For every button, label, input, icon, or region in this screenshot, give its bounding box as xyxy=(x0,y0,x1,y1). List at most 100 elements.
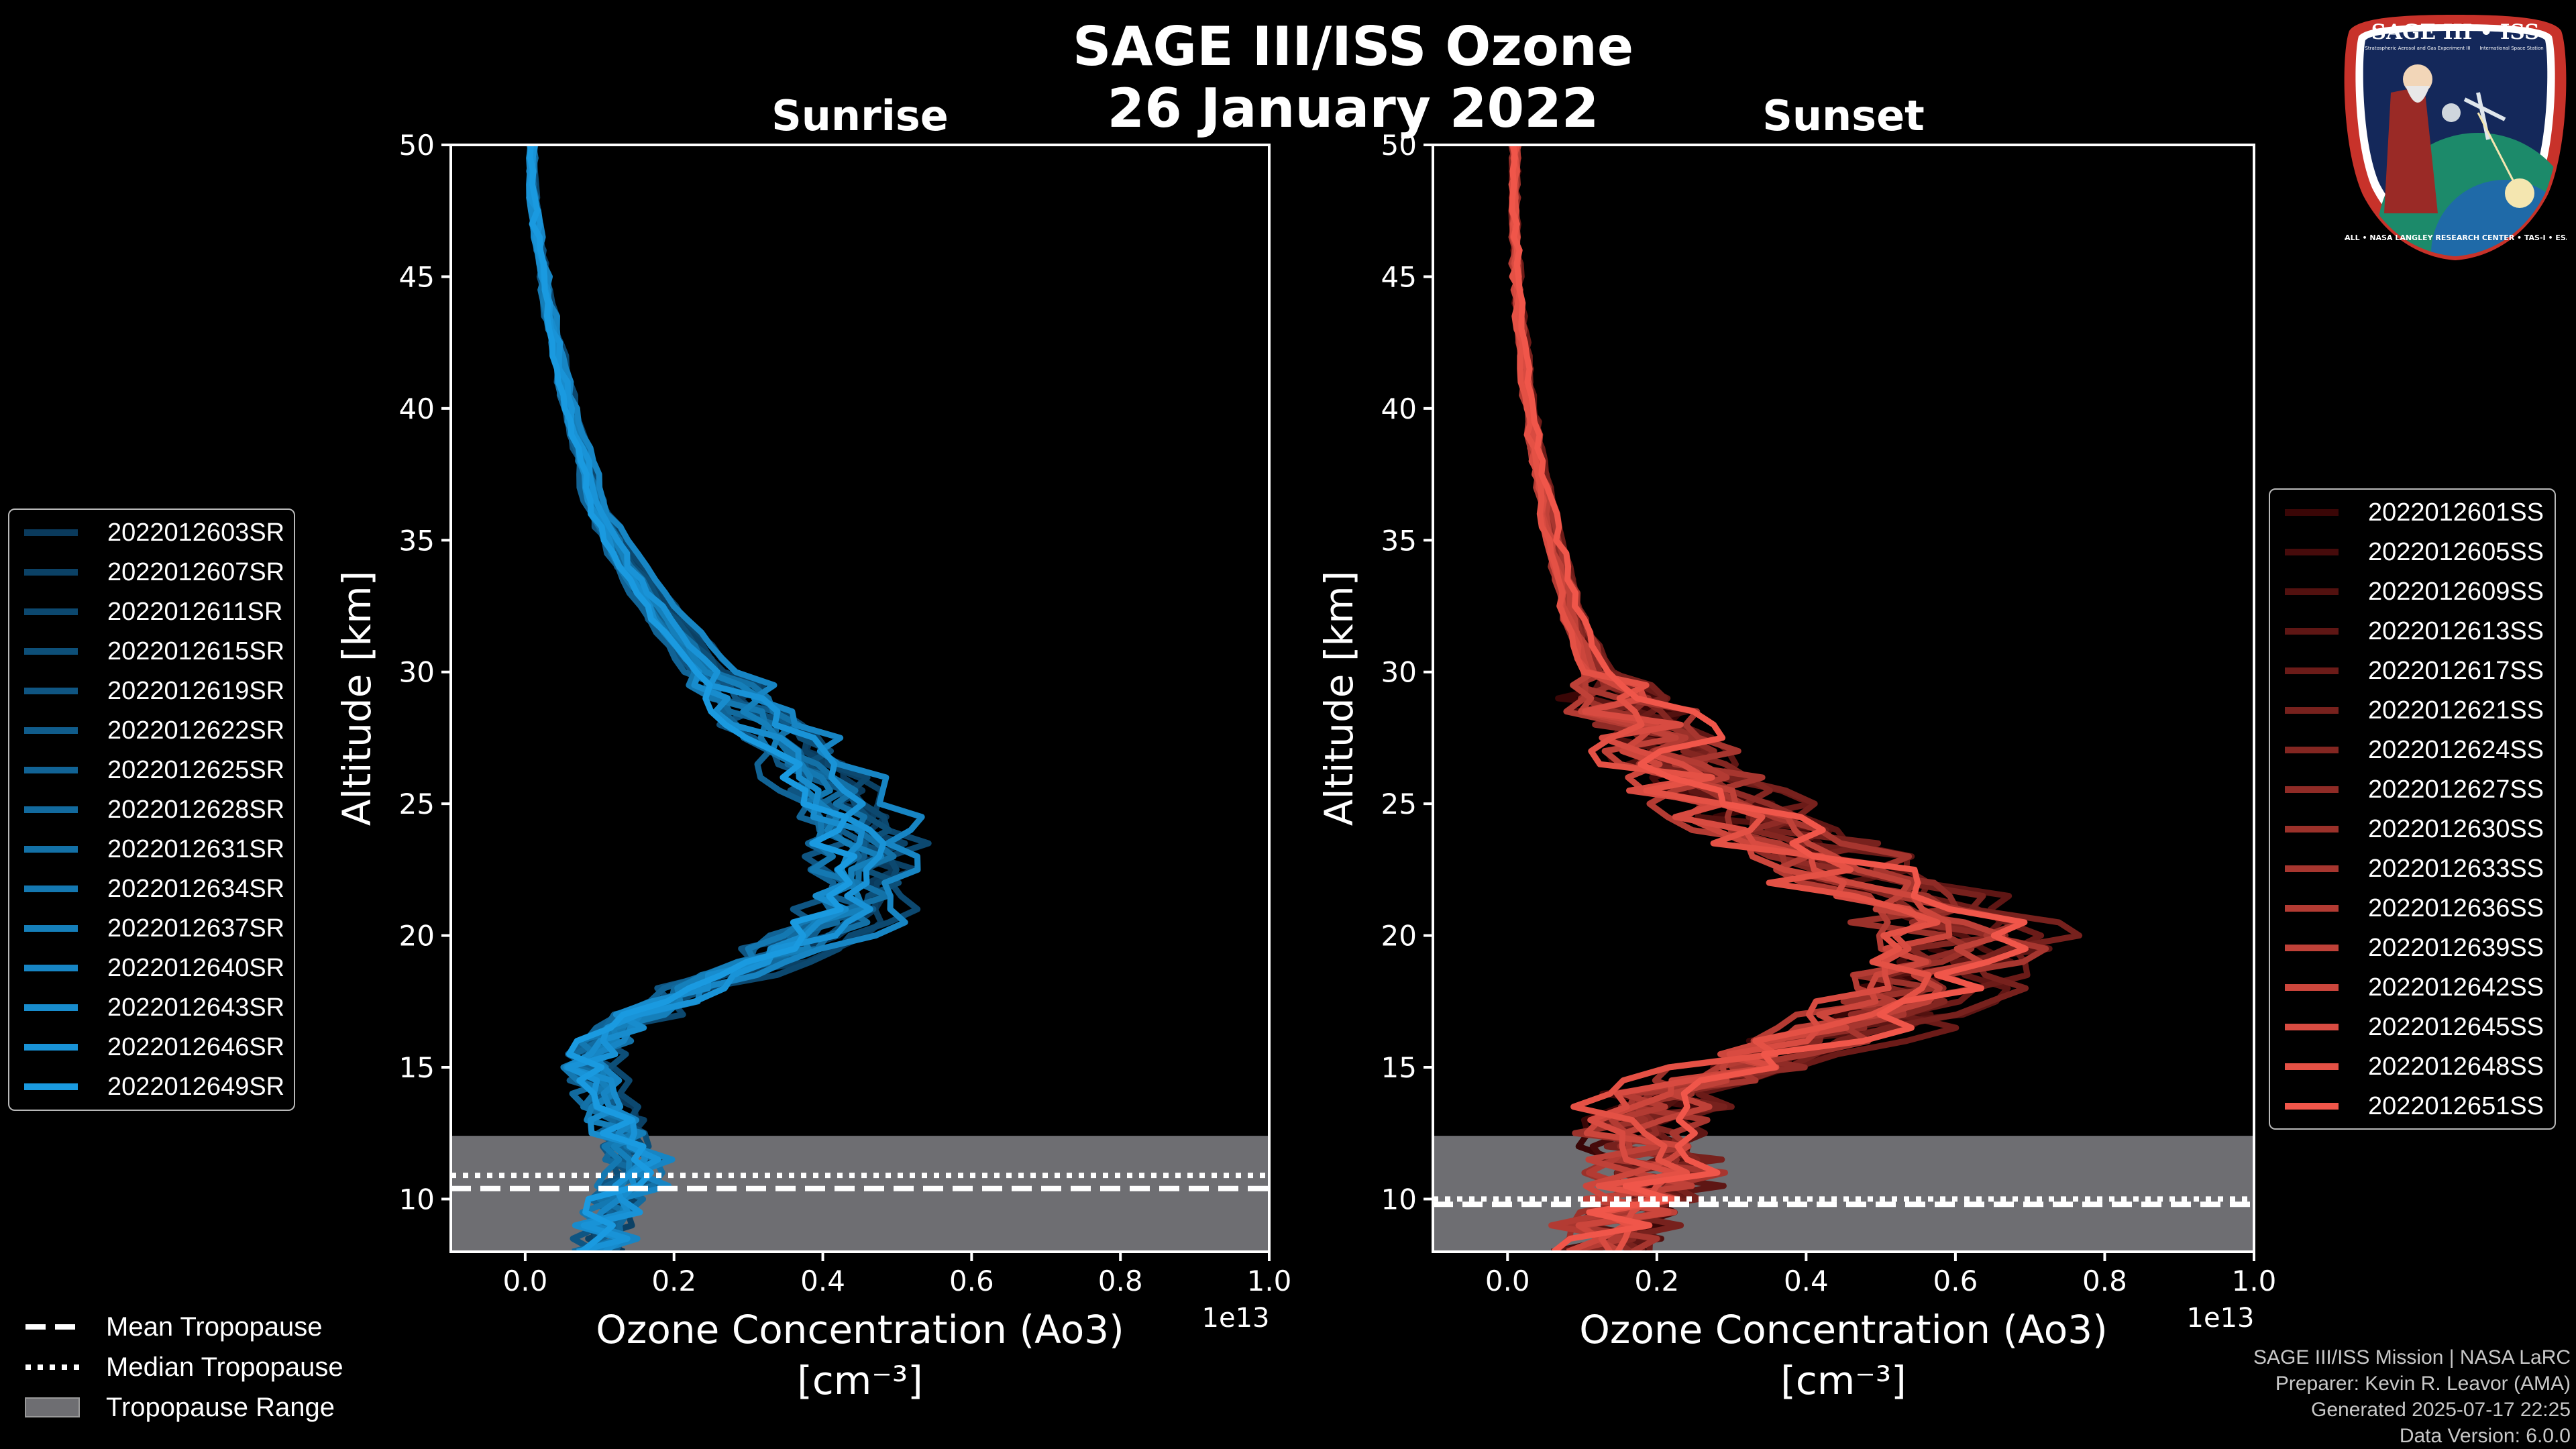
median-tropopause-label: Median Tropopause xyxy=(106,1352,343,1382)
logo-title-text: SAGE III • ISS xyxy=(2371,20,2540,44)
sunrise-legend-label: 2022012628SR xyxy=(107,795,285,824)
mean-tropopause-label: Mean Tropopause xyxy=(106,1311,323,1342)
sunrise-legend-label: 2022012607SR xyxy=(107,557,285,586)
sunset-legend-entry: 2022012627SS xyxy=(2285,771,2544,808)
sunrise-legend-label: 2022012631SR xyxy=(107,835,285,863)
sunset-legend-entry: 2022012605SS xyxy=(2285,533,2544,571)
sunrise-x-offset-label: 1e13 xyxy=(1202,1303,1270,1334)
sunrise-legend-label: 2022012615SR xyxy=(107,637,285,665)
sunset-legend-label: 2022012609SS xyxy=(2368,577,2544,606)
sunrise-plot-frame xyxy=(449,144,1271,1253)
figure-title-line2: 26 January 2022 xyxy=(1107,77,1599,140)
sunrise-legend-swatch xyxy=(24,1044,78,1051)
sunset-legend-label: 2022012624SS xyxy=(2368,735,2544,764)
sunset-legend-label: 2022012633SS xyxy=(2368,854,2544,883)
sunrise-legend-swatch xyxy=(24,727,78,734)
sunrise-legend-label: 2022012649SR xyxy=(107,1072,285,1101)
sunrise-legend-label: 2022012643SR xyxy=(107,993,285,1022)
sunrise-legend-entry: 2022012625SR xyxy=(24,751,284,789)
sunset-legend-swatch xyxy=(2285,786,2339,793)
sunrise-profile-lines xyxy=(526,145,932,1252)
sunset-legend-label: 2022012621SS xyxy=(2368,696,2544,724)
sunrise-legend-swatch xyxy=(24,806,78,813)
sunrise-legend-entry: 2022012607SR xyxy=(24,553,284,591)
sunrise-legend-label: 2022012619SR xyxy=(107,676,285,705)
sunset-legend-label: 2022012630SS xyxy=(2368,814,2544,843)
sunset-y-axis-label: Altitude [km] xyxy=(1316,571,1362,826)
sunset-legend-entry: 2022012624SS xyxy=(2285,731,2544,769)
sunrise-legend-label: 2022012646SR xyxy=(107,1032,285,1061)
sunset-y-tick-label: 30 xyxy=(1381,656,1417,689)
sunrise-y-tick-label: 25 xyxy=(399,788,435,820)
sunset-legend-swatch xyxy=(2285,826,2339,833)
sunset-legend-label: 2022012639SS xyxy=(2368,933,2544,962)
sunset-legend-swatch xyxy=(2285,628,2339,635)
sunrise-panel-title: Sunrise xyxy=(771,91,949,140)
sunset-legend-swatch xyxy=(2285,549,2339,555)
footer-version: Data Version: 6.0.0 xyxy=(2399,1425,2571,1447)
sunset-x-tick-label: 0.6 xyxy=(1933,1265,1978,1297)
sunset-legend-entry: 2022012617SS xyxy=(2285,652,2544,690)
sunset-legend-swatch xyxy=(2285,588,2339,595)
sunset-legend-entry: 2022012613SS xyxy=(2285,612,2544,650)
sunset-legend-entry: 2022012621SS xyxy=(2285,692,2544,729)
sunrise-legend-entry: 2022012619SR xyxy=(24,672,284,710)
sunset-legend-label: 2022012651SS xyxy=(2368,1091,2544,1120)
sunset-profile-2022012639SS xyxy=(1510,145,2006,1252)
sunrise-legend-entry: 2022012637SR xyxy=(24,910,284,947)
sunset-legend-entry: 2022012648SS xyxy=(2285,1048,2544,1085)
sunset-y-tick-label: 25 xyxy=(1381,788,1417,820)
sunset-legend-swatch xyxy=(2285,667,2339,674)
footer-credits: SAGE III/ISS Mission | NASA LaRC Prepare… xyxy=(2253,1344,2571,1449)
median-tropopause-swatch xyxy=(25,1364,79,1370)
sunset-legend-entry: 2022012630SS xyxy=(2285,810,2544,848)
sunrise-profile-2022012625SR xyxy=(526,145,843,1252)
sunrise-legend-swatch xyxy=(24,648,78,655)
sunset-x-offset-label: 1e13 xyxy=(2187,1303,2255,1334)
sunrise-legend-entry: 2022012628SR xyxy=(24,791,284,828)
tropopause-legend-range: Tropopause Range xyxy=(24,1387,335,1428)
sunset-x-tick-label: 0.2 xyxy=(1634,1265,1679,1297)
sunrise-legend-label: 2022012634SR xyxy=(107,874,285,903)
sunrise-legend-swatch xyxy=(24,965,78,971)
sunrise-legend-entry: 2022012631SR xyxy=(24,830,284,868)
sunrise-legend-label: 2022012637SR xyxy=(107,914,285,943)
sunset-legend-entry: 2022012642SS xyxy=(2285,969,2544,1006)
sunrise-legend-label: 2022012625SR xyxy=(107,755,285,784)
sunset-legend-swatch xyxy=(2285,945,2339,951)
sunset-legend-label: 2022012642SS xyxy=(2368,973,2544,1002)
sunset-legend-swatch xyxy=(2285,1024,2339,1030)
sunrise-legend-entry: 2022012622SR xyxy=(24,712,284,749)
sunset-legend: 2022012601SS 2022012605SS 2022012609SS 2022… xyxy=(2269,488,2556,1130)
logo-ring-text: BALL • NASA LANGLEY RESEARCH CENTER • TA… xyxy=(2344,233,2567,242)
sunset-x-tick-label: 0.8 xyxy=(2082,1265,2127,1297)
sunset-legend-swatch xyxy=(2285,905,2339,912)
sunrise-legend-swatch xyxy=(24,688,78,694)
sunrise-y-tick-label: 35 xyxy=(399,524,435,557)
sunrise-y-axis-label: Altitude [km] xyxy=(334,571,380,826)
sunrise-legend-label: 2022012640SR xyxy=(107,953,285,982)
tropopause-range-swatch xyxy=(25,1397,80,1417)
sunrise-legend-swatch xyxy=(24,846,78,853)
sunrise-profile-2022012649SR xyxy=(527,145,858,1252)
figure-title-line1: SAGE III/ISS Ozone xyxy=(1072,15,1634,78)
sunset-profile-2022012651SS xyxy=(1509,145,2029,1252)
sunrise-legend-entry: 2022012603SR xyxy=(24,514,284,551)
sunset-legend-entry: 2022012639SS xyxy=(2285,929,2544,967)
sunset-legend-swatch xyxy=(2285,509,2339,516)
sunrise-x-axis-unit: [cm⁻³] xyxy=(797,1358,923,1403)
sunset-legend-swatch xyxy=(2285,1103,2339,1110)
sunrise-tropopause-range xyxy=(451,1136,1269,1252)
sunrise-legend-swatch xyxy=(24,925,78,932)
sunrise-legend-swatch xyxy=(24,885,78,892)
sunset-chart: 0.0 0.2 0.4 0.6 0.8 1.0 10 15 20 25 30 35 40 45 50 1e13… xyxy=(1316,91,2276,1403)
tropopause-range-label: Tropopause Range xyxy=(106,1392,335,1422)
sunrise-x-tick-label: 0.2 xyxy=(651,1265,696,1297)
sunset-y-tick-label: 10 xyxy=(1381,1183,1417,1216)
sunset-tropopause-range xyxy=(1433,1136,2254,1252)
footer-mission: SAGE III/ISS Mission | NASA LaRC xyxy=(2253,1346,2571,1368)
sunset-legend-swatch xyxy=(2285,984,2339,991)
sunrise-y-tick-label: 20 xyxy=(399,920,435,953)
sunset-legend-entry: 2022012651SS xyxy=(2285,1087,2544,1125)
